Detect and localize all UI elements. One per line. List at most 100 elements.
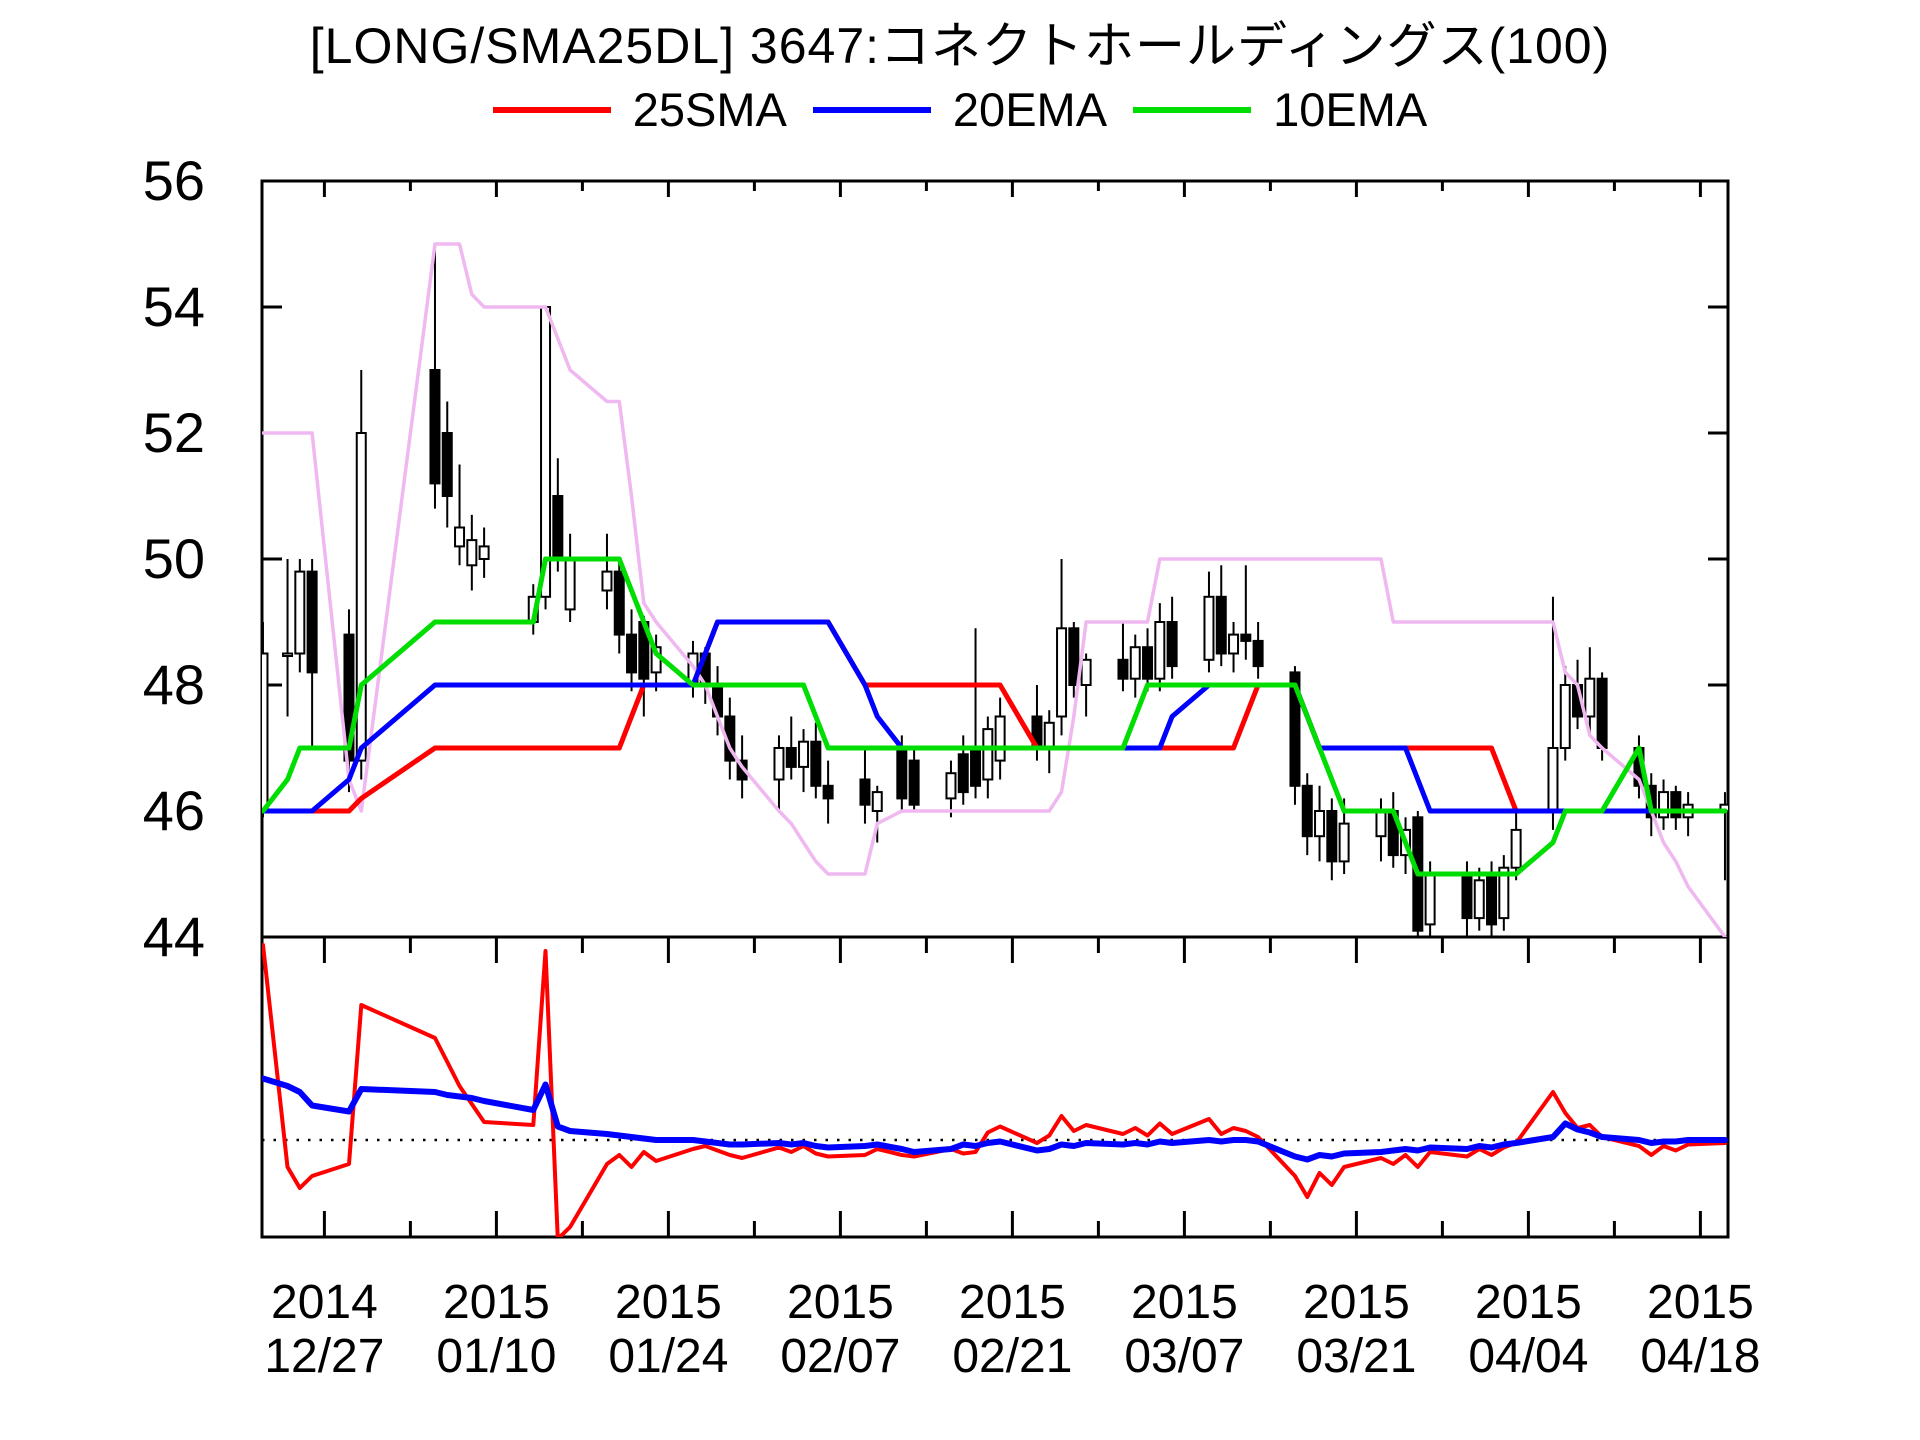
legend-line-20ema-icon <box>812 106 931 113</box>
candle-body-bullish <box>1547 747 1559 812</box>
candle-body-bearish <box>552 495 564 560</box>
candles <box>262 250 1728 937</box>
candle-body-bullish <box>1228 633 1240 655</box>
candle <box>994 697 1006 780</box>
x-tick-date: 02/21 <box>952 1330 1072 1383</box>
candle-body-bullish <box>1498 866 1510 920</box>
candle <box>1080 653 1092 717</box>
candle <box>945 760 957 818</box>
candle <box>1142 628 1154 692</box>
x-tick-year: 2015 <box>959 1276 1066 1329</box>
candle <box>1314 785 1326 862</box>
oscillator-blue-line <box>262 1075 1728 1163</box>
candle <box>282 559 294 717</box>
x-tick-year: 2015 <box>1475 1276 1582 1329</box>
candle <box>1215 565 1227 667</box>
candle <box>859 748 871 824</box>
y-tick-label: 54 <box>143 275 205 338</box>
candle <box>626 609 638 692</box>
legend-label-25sma: 25SMA <box>632 83 787 136</box>
y-tick-label: 48 <box>143 653 205 716</box>
candle <box>1228 622 1240 673</box>
oscillator <box>262 943 1728 1237</box>
legend-label-10ema: 10EMA <box>1273 83 1428 136</box>
legend-line-25sma-icon <box>492 106 611 113</box>
candle-body-bullish <box>1559 684 1571 749</box>
candle-body-bullish <box>1375 810 1387 838</box>
x-tick-year: 2015 <box>615 1276 722 1329</box>
x-tick-date: 01/10 <box>436 1330 556 1383</box>
candle-body-bearish <box>429 369 441 485</box>
candle <box>810 722 822 799</box>
candle <box>601 533 613 610</box>
candle-body-bullish <box>773 747 785 781</box>
candle-body-bearish <box>1166 621 1178 668</box>
candle <box>1559 666 1571 761</box>
candle-body-bearish <box>1486 873 1498 926</box>
x-tick-year: 2015 <box>1303 1276 1410 1329</box>
candle <box>613 559 625 654</box>
candle-body-bullish <box>1056 627 1068 718</box>
candle <box>1203 571 1215 673</box>
candle <box>1252 622 1264 679</box>
candle-body-bearish <box>1670 791 1682 819</box>
candle-body-bullish <box>1203 595 1215 661</box>
candle <box>1301 773 1313 856</box>
y-axis: 44 46 48 50 52 54 56 <box>143 149 1728 968</box>
oscillator-red-line <box>262 943 1727 1237</box>
candle <box>1658 779 1670 830</box>
candle <box>478 527 490 578</box>
candle <box>1068 622 1080 698</box>
candle-body-bearish <box>810 740 822 787</box>
x-tick-date: 02/07 <box>780 1330 900 1383</box>
candle <box>1584 647 1596 736</box>
candle-body-bullish <box>454 526 466 548</box>
candle <box>785 716 797 780</box>
candle-body-bearish <box>1240 633 1252 642</box>
candle <box>908 748 920 811</box>
candle-body-bullish <box>1338 822 1350 863</box>
candle <box>441 401 453 528</box>
x-tick-year: 2015 <box>1647 1276 1754 1329</box>
candle-body-bearish <box>1326 810 1338 863</box>
candle-body-bearish <box>957 753 969 794</box>
candle <box>1154 603 1166 692</box>
x-tick-date: 03/07 <box>1124 1330 1244 1383</box>
overlay-lines <box>262 242 1728 937</box>
candle-body-bullish <box>540 306 552 598</box>
candle-body-bearish <box>1068 627 1080 686</box>
candle-body-bullish <box>1154 621 1166 680</box>
y-tick-label: 50 <box>143 527 205 590</box>
legend-item-25sma: 25SMA <box>492 82 787 137</box>
candle <box>871 785 883 843</box>
candle <box>822 760 834 824</box>
candle-body-bullish <box>1043 721 1055 749</box>
candle-body-bullish <box>355 432 367 762</box>
candle-body-bullish <box>798 740 810 768</box>
legend-item-10ema: 10EMA <box>1133 82 1427 137</box>
candle-body-bullish <box>871 791 883 812</box>
candle-body-bearish <box>1461 873 1473 920</box>
candle <box>1326 798 1338 881</box>
x-tick-year: 2014 <box>271 1276 378 1329</box>
candle-body-bullish <box>1584 677 1596 718</box>
candle <box>798 729 810 793</box>
candle-body-bullish <box>294 570 306 655</box>
candle <box>1412 811 1424 937</box>
candle-body-bullish <box>564 558 576 611</box>
candle-body-bullish <box>1080 658 1092 686</box>
candle-body-bearish <box>1215 595 1227 655</box>
candle-body-bullish <box>1473 879 1485 920</box>
candle-body-bullish <box>1314 810 1326 838</box>
x-tick-year: 2015 <box>787 1276 894 1329</box>
candle-body-bullish <box>601 570 613 592</box>
candle-body-bullish <box>994 715 1006 762</box>
candle-body-bearish <box>859 778 871 806</box>
legend-item-20ema: 20EMA <box>812 82 1107 137</box>
candle-body-bearish <box>896 747 908 800</box>
candle <box>343 609 355 793</box>
x-tick-date: 03/21 <box>1296 1330 1416 1383</box>
candle-body-bearish <box>1117 658 1129 680</box>
